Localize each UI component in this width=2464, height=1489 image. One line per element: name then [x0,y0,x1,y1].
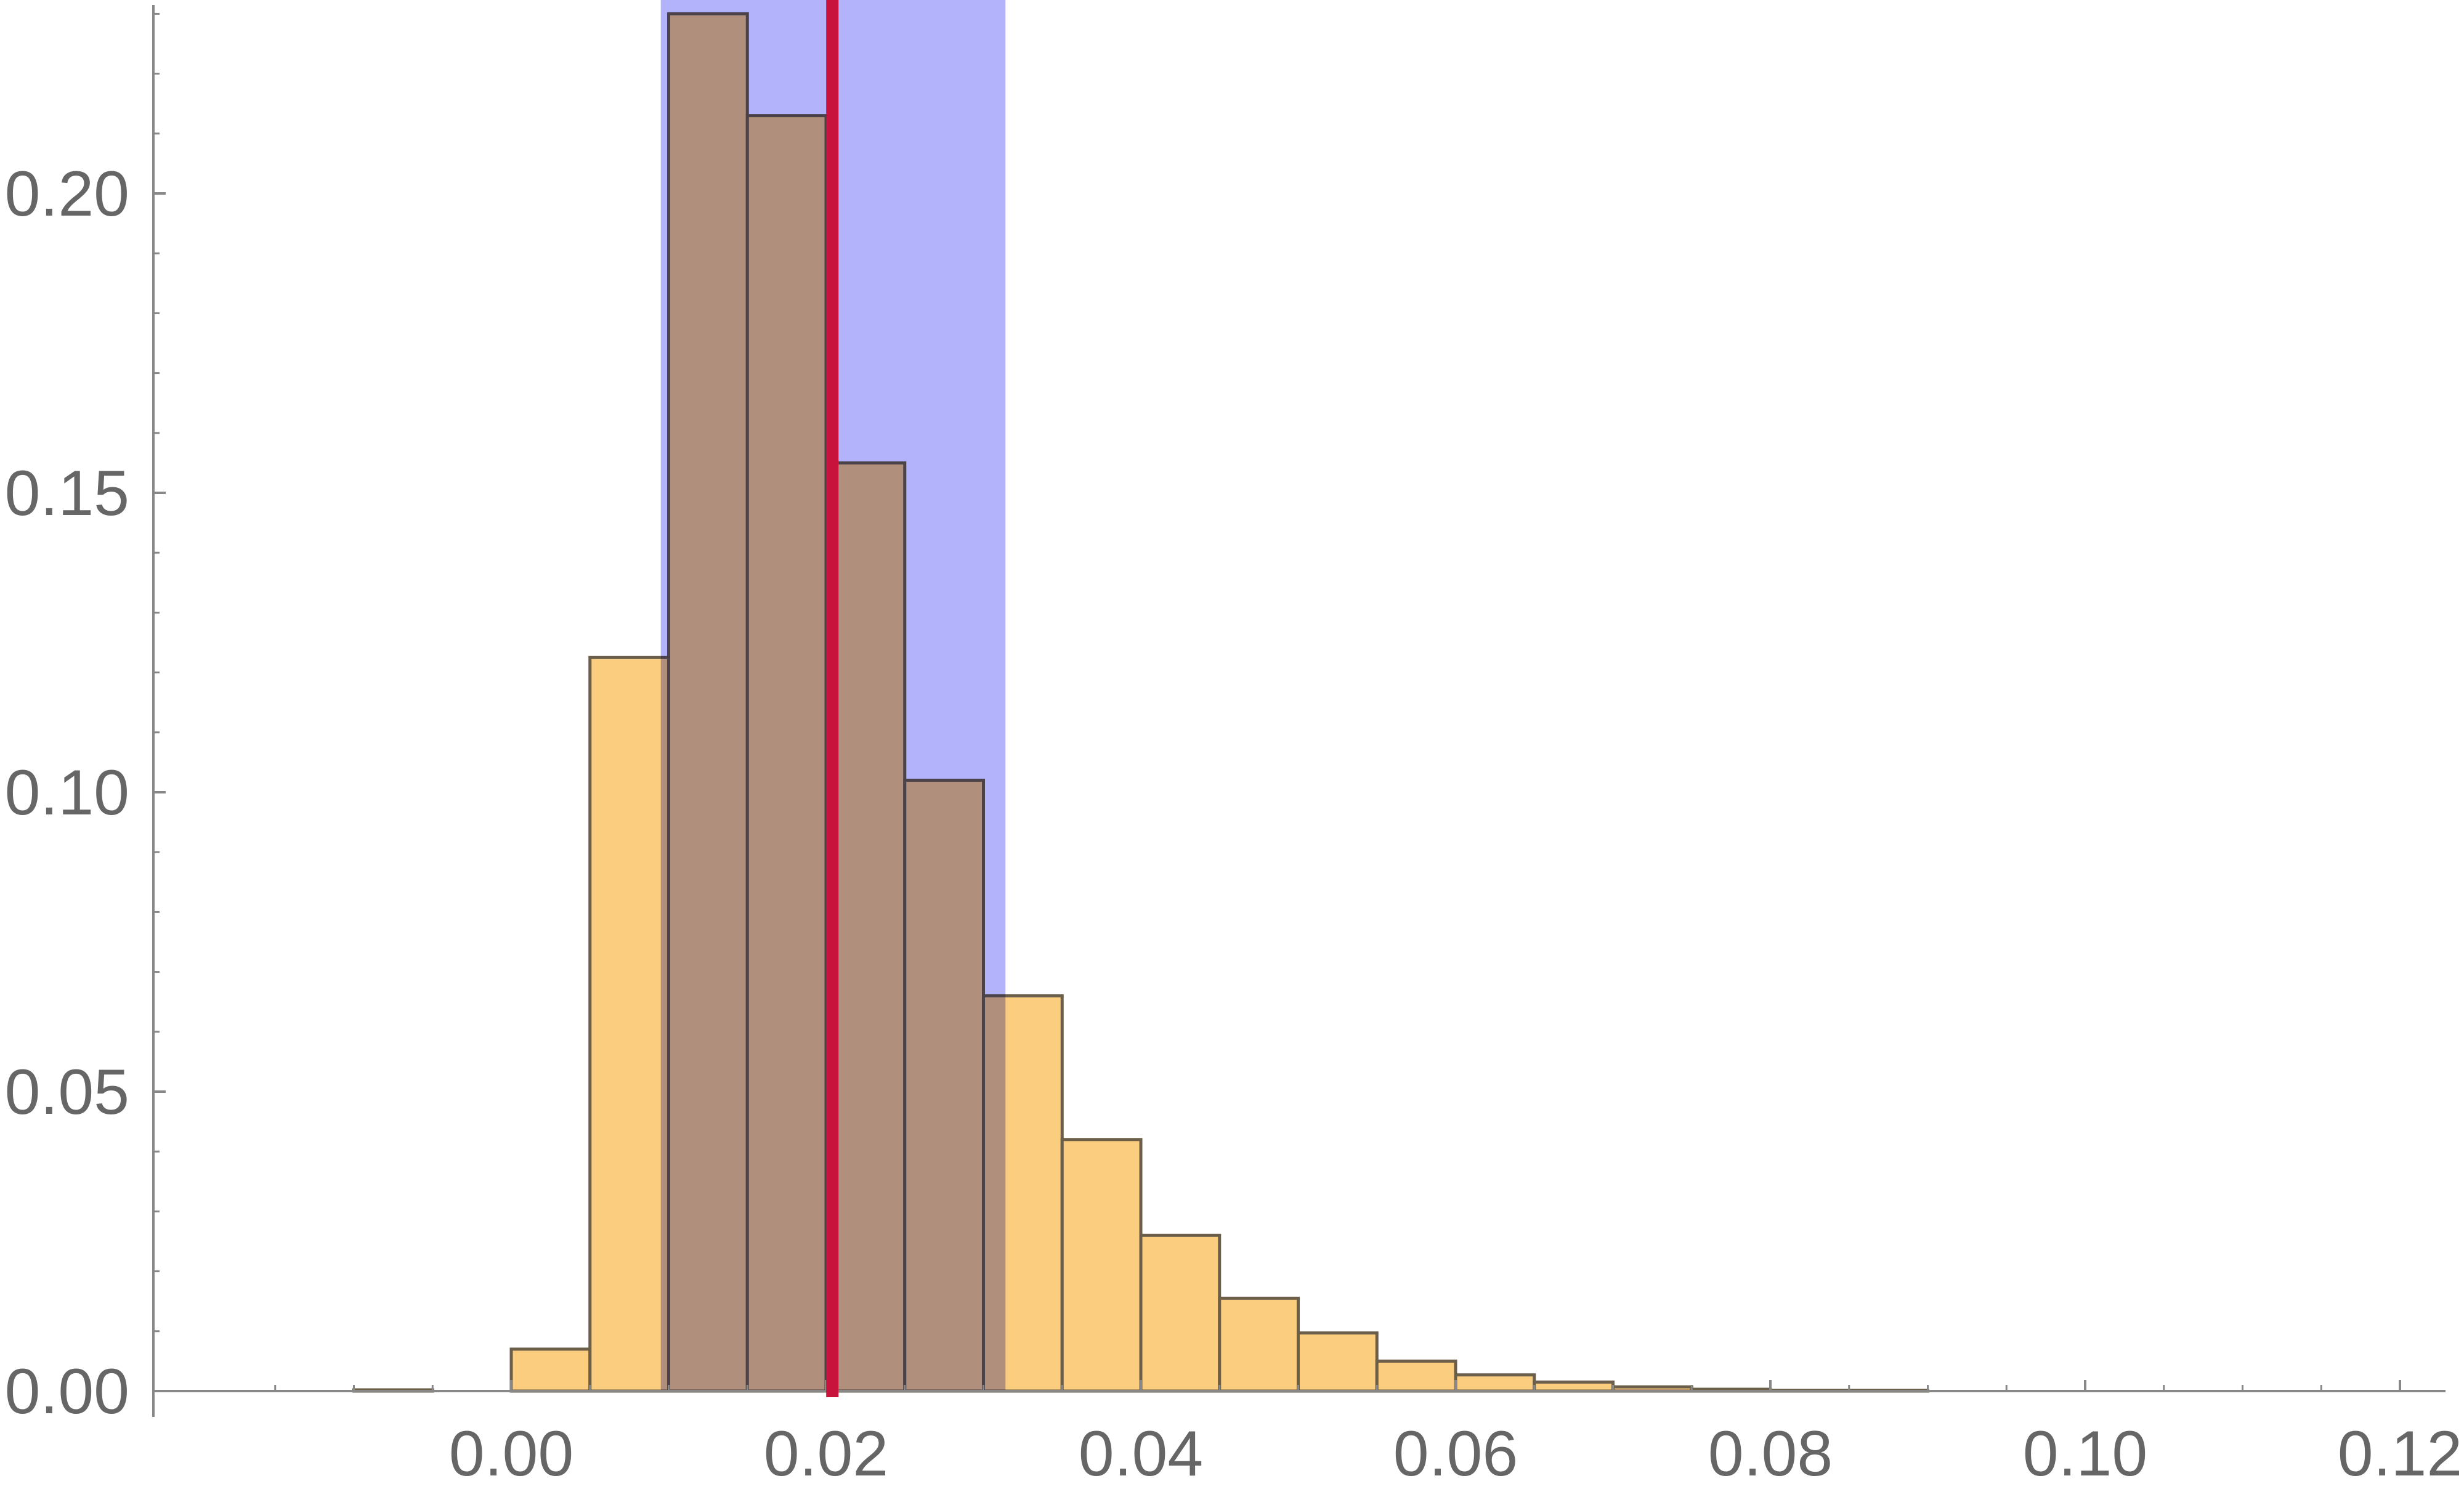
histogram-bar [1454,1373,1536,1393]
y-tick-label: 0.00 [5,1356,129,1427]
y-tick-label: 0.05 [5,1057,129,1128]
axes [152,5,2446,1417]
histogram-bar [1375,1359,1457,1393]
histogram-bar [1218,1296,1300,1393]
histogram-bar [1533,1380,1615,1393]
histogram-bar [588,655,670,1393]
x-tick-label: 0.10 [2023,1418,2147,1489]
histogram-bar [509,1347,592,1393]
x-tick-label: 0.02 [764,1418,888,1489]
x-tick-label: 0.08 [1708,1418,1833,1489]
x-tick-label: 0.04 [1079,1418,1203,1489]
histogram-bars [275,0,2400,1393]
x-tick-label: 0.06 [1393,1418,1518,1489]
y-tick-label: 0.10 [5,757,129,829]
histogram-bar [1060,1138,1143,1393]
tick-labels: 0.00 0.02 0.04 0.06 0.08 0.10 0.12 0.00 0.05 0.10… [5,158,2463,1489]
y-tick-label: 0.20 [5,158,129,230]
x-tick-label: 0.00 [449,1418,573,1489]
y-tick-label: 0.15 [5,458,129,529]
histogram-bar [1139,1233,1222,1393]
x-tick-label: 0.12 [2338,1418,2462,1489]
histogram-bar [1297,1331,1379,1393]
